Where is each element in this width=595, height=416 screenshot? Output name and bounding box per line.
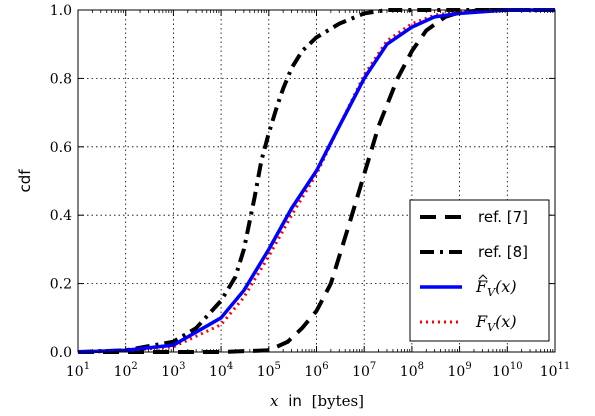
- x-tick-label-base: 10: [540, 364, 558, 380]
- x-tick-label-base: 10: [304, 364, 322, 380]
- y-axis-label: cdf: [16, 169, 34, 193]
- x-tick-label: 1010: [492, 361, 523, 380]
- series-line-2: [77, 8, 555, 354]
- x-tick-label-exp: 3: [179, 361, 185, 372]
- x-tick-label: 1011: [540, 361, 571, 380]
- x-tick-label-exp: 2: [131, 361, 137, 372]
- legend-label-arg: (x): [495, 312, 517, 331]
- tick-labels: 101 102 103 104 105 106 107 108 109 1010 10110.00.…: [50, 3, 571, 380]
- legend-label-arg: (x): [495, 277, 517, 296]
- legend-hat-mark: [478, 274, 488, 280]
- x-tick-label-exp: 9: [465, 361, 471, 372]
- axis-ticks: [77, 9, 556, 353]
- x-tick-label-base: 10: [257, 364, 275, 380]
- x-tick-label: 105: [257, 361, 281, 380]
- x-tick-label-base: 10: [209, 364, 227, 380]
- legend-label-2: FV(x): [475, 277, 517, 299]
- x-tick-label-base: 10: [66, 364, 84, 380]
- x-axis-label-word: in: [288, 392, 302, 410]
- series-line-1: [77, 8, 555, 354]
- y-tick-label: 0.4: [50, 208, 72, 224]
- x-tick-label: 103: [161, 361, 185, 380]
- y-tick-label: 0.8: [50, 71, 72, 87]
- x-axis-label-var: x: [270, 392, 279, 410]
- x-tick-label-exp: 11: [558, 361, 571, 372]
- legend-label-3: FV(x): [475, 312, 517, 334]
- x-tick-label-exp: 10: [510, 361, 523, 372]
- x-tick-label-base: 10: [352, 364, 370, 380]
- x-tick-label-base: 10: [400, 364, 418, 380]
- y-tick-label: 0.6: [50, 140, 72, 156]
- x-tick-label-exp: 4: [227, 361, 233, 372]
- x-tick-label-exp: 5: [275, 361, 281, 372]
- x-tick-label: 107: [352, 361, 376, 380]
- x-tick-label-base: 10: [492, 364, 510, 380]
- legend-label-sub: V: [487, 321, 496, 334]
- x-tick-label: 108: [400, 361, 424, 380]
- y-tick-label: 0.2: [50, 277, 72, 293]
- x-tick-label-base: 10: [114, 364, 132, 380]
- legend-label-letter: F: [475, 312, 488, 331]
- legend: ref. [7]ref. [8]FV(x)FV(x): [409, 199, 550, 342]
- x-tick-label-base: 10: [447, 364, 465, 380]
- series-lines: [77, 8, 555, 354]
- x-tick-label: 109: [447, 361, 471, 380]
- x-tick-label-exp: 8: [418, 361, 424, 372]
- legend-label-letter: F: [475, 277, 488, 296]
- y-tick-label: 0.0: [50, 345, 72, 361]
- y-tick-label: 1.0: [50, 3, 72, 19]
- x-tick-label-exp: 6: [322, 361, 328, 372]
- legend-label-1: ref. [8]: [478, 243, 528, 261]
- x-tick-label-base: 10: [161, 364, 179, 380]
- x-tick-label: 101: [66, 361, 90, 380]
- x-tick-label: 106: [304, 361, 328, 380]
- series-line-0: [78, 8, 555, 354]
- legend-box: [409, 199, 550, 342]
- x-tick-label-exp: 1: [84, 361, 90, 372]
- legend-label-0: ref. [7]: [478, 208, 528, 226]
- x-tick-label: 102: [114, 361, 138, 380]
- x-axis-label-unit: [bytes]: [312, 392, 364, 410]
- x-tick-label: 104: [209, 361, 233, 380]
- svg-text:x in [bytes]: x in [bytes]: [270, 392, 364, 410]
- x-tick-label-exp: 7: [370, 361, 376, 372]
- legend-label-sub: V: [487, 286, 496, 299]
- x-axis-label: x in [bytes]: [270, 392, 364, 410]
- series-line-3: [77, 8, 555, 354]
